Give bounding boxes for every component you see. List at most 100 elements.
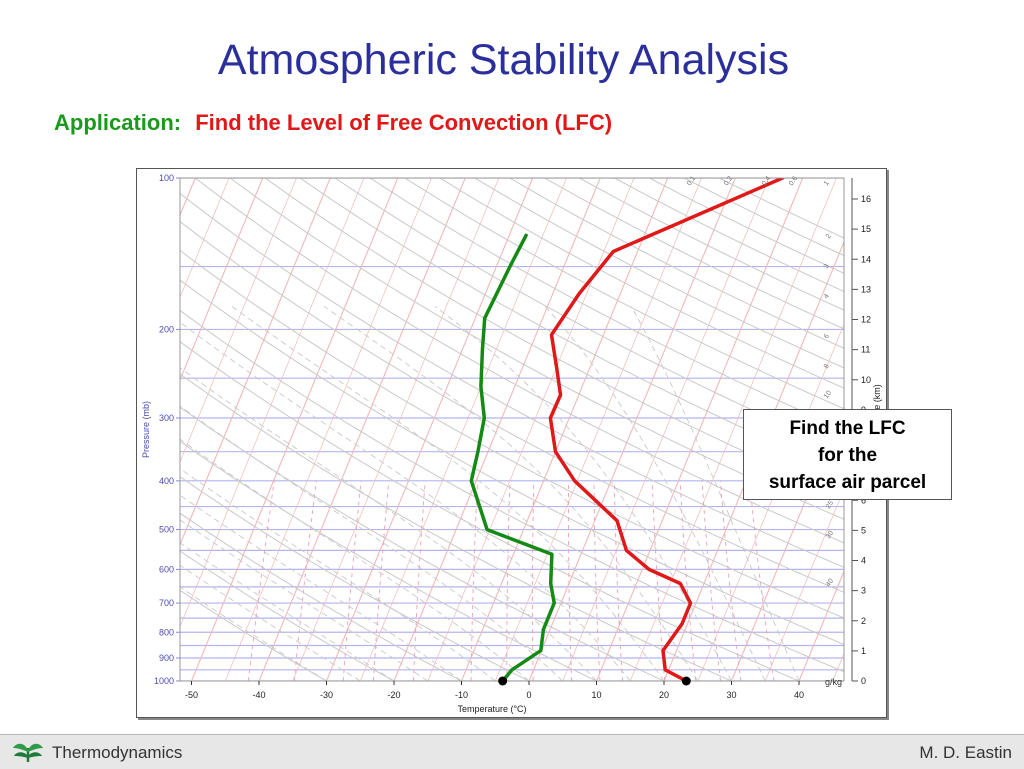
isotherm-line	[292, 178, 500, 681]
mixing-ratio-label: 3	[823, 263, 831, 270]
altitude-tick-label: 1	[861, 646, 866, 656]
pressure-tick-label: 300	[159, 413, 174, 423]
mixing-ratio-label: 0.4	[761, 175, 772, 187]
pressure-axis-label: Pressure (mb)	[141, 401, 151, 458]
mixing-ratio-line	[701, 480, 721, 681]
moist-adiabat-line	[630, 306, 800, 681]
moist-adiabat-line	[180, 586, 327, 681]
isotherm-line	[180, 178, 331, 546]
moist-adiabat-line	[180, 519, 429, 681]
dry-adiabat-line	[264, 178, 844, 497]
dry-adiabat-line	[180, 341, 800, 681]
moist-adiabat-line	[434, 306, 732, 681]
mixing-ratio-label: 25	[825, 500, 835, 510]
altitude-tick-label: 12	[861, 315, 871, 325]
mixing-ratio-line	[531, 480, 535, 681]
subtitle-text: Find the Level of Free Convection (LFC)	[195, 110, 613, 135]
moist-adiabat-line	[180, 405, 564, 681]
slide-title: Atmospheric Stability Analysis	[217, 36, 790, 84]
altitude-tick-label: 4	[861, 556, 866, 566]
moist-adiabat-line	[180, 542, 395, 681]
mixing-ratio-label: 6	[823, 333, 831, 340]
dry-adiabat-line	[180, 279, 844, 646]
mixing-ratio-line	[412, 480, 426, 681]
dry-adiabat-line	[180, 249, 844, 619]
dry-adiabat-line	[180, 440, 597, 681]
temperature-tick-label: -20	[387, 690, 400, 700]
temperature-tick-label: -10	[455, 690, 468, 700]
mixing-ratio-line	[719, 480, 742, 681]
temperature-surface-marker	[681, 676, 691, 686]
mixing-ratio-line	[749, 480, 775, 681]
footer-course: Thermodynamics	[52, 743, 183, 762]
isotherm-line	[224, 178, 432, 681]
mixing-ratio-label: 30	[825, 530, 835, 540]
callout-line-3: surface air parcel	[768, 472, 927, 493]
dry-adiabat-line	[439, 178, 844, 389]
mixing-ratio-label: 2	[825, 233, 833, 240]
pressure-tick-label: 600	[159, 564, 174, 574]
altitude-tick-label: 14	[861, 254, 871, 264]
altitude-tick-label: 15	[861, 224, 871, 234]
callout-line-1: Find the LFC	[789, 418, 906, 439]
skewt-chart-frame: 0.10.20.40.6123468101520253040g/kg100200…	[136, 168, 952, 718]
mixing-ratio-label: 1	[823, 180, 831, 187]
dry-adiabat-line	[180, 192, 844, 568]
altitude-tick-label: 11	[861, 345, 870, 355]
isotherm-line	[562, 178, 770, 681]
altitude-tick-label: 5	[861, 525, 866, 535]
temperature-tick-label: 10	[591, 690, 601, 700]
temperature-tick-label: -50	[185, 690, 198, 700]
dry-adiabat-line	[369, 178, 844, 431]
moist-adiabat-line	[180, 467, 496, 681]
altitude-tick-label: 10	[861, 375, 871, 385]
subtitle-label: Application:	[54, 110, 182, 135]
dewpoint-profile-line	[469, 233, 556, 681]
pressure-tick-label: 700	[159, 598, 174, 608]
plant-logo-icon	[13, 743, 43, 762]
dry-adiabat-line	[180, 589, 327, 681]
altitude-tick-label: 2	[861, 616, 866, 626]
isotherm-line	[494, 178, 702, 681]
altitude-tick-label: 6	[861, 495, 866, 505]
mixing-ratio-line	[613, 480, 623, 681]
pressure-tick-label: 500	[159, 525, 174, 535]
dry-adiabat-line	[180, 309, 844, 673]
isotherm-line	[393, 178, 601, 681]
isotherm-line	[180, 178, 264, 382]
altitude-tick-label: 13	[861, 284, 871, 294]
dry-adiabat-line	[404, 178, 844, 410]
isotherm-line	[595, 178, 804, 681]
isotherm-line	[460, 178, 669, 681]
mixing-ratio-label: 0.6	[788, 175, 799, 187]
callout-line-2: for the	[817, 445, 878, 466]
temperature-tick-label: 20	[659, 690, 669, 700]
altitude-tick-label: 3	[861, 586, 866, 596]
mixing-ratio-label: 4	[823, 293, 831, 300]
moist-adiabat-line	[180, 438, 530, 681]
isotherm-line	[325, 178, 534, 681]
moist-adiabat-line	[180, 564, 361, 681]
altitude-tick-label: 16	[861, 194, 871, 204]
dry-adiabat-line	[180, 512, 462, 681]
dry-adiabat-line	[194, 178, 844, 544]
dry-adiabat-line	[180, 476, 530, 681]
moist-adiabat-line	[180, 321, 631, 681]
mixing-ratio-label: 0.1	[686, 175, 697, 187]
dry-adiabat-line	[180, 550, 395, 681]
mixing-ratio-line	[679, 480, 697, 681]
isotherm-line	[528, 178, 736, 681]
temperature-tick-label: 30	[726, 690, 736, 700]
footer-author: M. D. Eastin	[919, 743, 1012, 762]
slide-footer: Thermodynamics M. D. Eastin	[0, 734, 1024, 769]
altitude-tick-label: 0	[861, 676, 866, 686]
moist-adiabat-line	[323, 306, 699, 681]
isotherm-line	[258, 178, 466, 681]
dewpoint-surface-marker	[498, 676, 508, 686]
temperature-axis-label: Temperature (°C)	[457, 704, 526, 714]
dry-adiabat-line	[299, 178, 844, 474]
dry-adiabat-line	[180, 406, 665, 681]
mixing-ratio-line	[342, 480, 362, 681]
moist-adiabat-line	[544, 306, 766, 681]
isotherm-line	[359, 178, 567, 681]
